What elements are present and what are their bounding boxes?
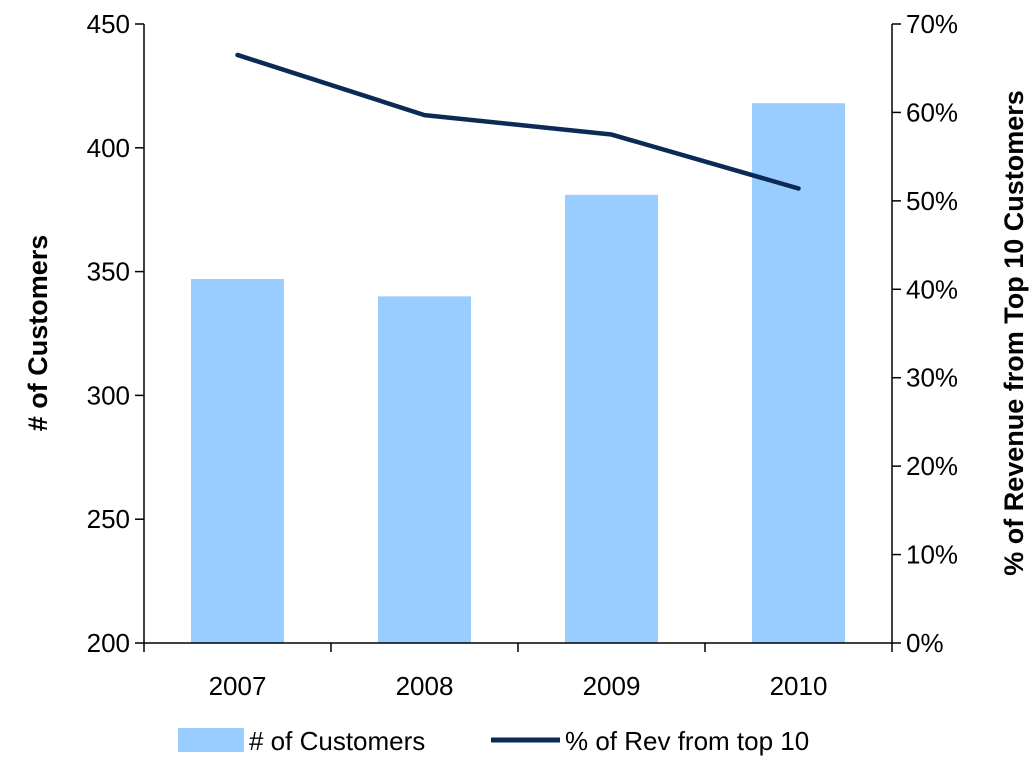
y-left-axis-title: # of Customers (23, 235, 53, 432)
x-tick-label: 2009 (583, 671, 641, 701)
bar-2010 (752, 103, 845, 643)
right-tick-label: 0% (906, 628, 944, 658)
right-tick-label: 20% (906, 451, 958, 481)
left-tick-label: 250 (87, 504, 130, 534)
legend-swatch-customers (178, 728, 244, 752)
x-tick-label: 2010 (770, 671, 828, 701)
right-axis-ticks: 0% 10% 20% 30% 40% 50% 60% 70% (892, 9, 958, 658)
left-axis-ticks: 200 250 300 350 400 450 (87, 9, 144, 658)
left-tick-label: 400 (87, 133, 130, 163)
series-line-rev (238, 55, 799, 189)
right-tick-label: 70% (906, 9, 958, 39)
bar-2007 (191, 279, 284, 643)
x-tick-label: 2007 (209, 671, 267, 701)
legend: # of Customers % of Rev from top 10 (178, 726, 809, 756)
legend-label-customers: # of Customers (249, 726, 425, 756)
bar-2009 (565, 195, 658, 643)
left-tick-label: 350 (87, 257, 130, 287)
legend-label-rev: % of Rev from top 10 (565, 726, 809, 756)
x-axis-ticks: 2007 2008 2009 2010 (144, 643, 892, 701)
right-tick-label: 10% (906, 540, 958, 570)
line-layer (237, 55, 798, 189)
y-right-axis-title: % of Revenue from Top 10 Customers (999, 90, 1029, 576)
x-tick-label: 2008 (396, 671, 454, 701)
bar-2008 (378, 296, 471, 643)
left-tick-label: 450 (87, 9, 130, 39)
right-tick-label: 60% (906, 97, 958, 127)
right-tick-label: 50% (906, 186, 958, 216)
left-tick-label: 200 (87, 628, 130, 658)
left-tick-label: 300 (87, 380, 130, 410)
right-tick-label: 40% (906, 274, 958, 304)
right-tick-label: 30% (906, 363, 958, 393)
bars-layer (191, 103, 845, 643)
